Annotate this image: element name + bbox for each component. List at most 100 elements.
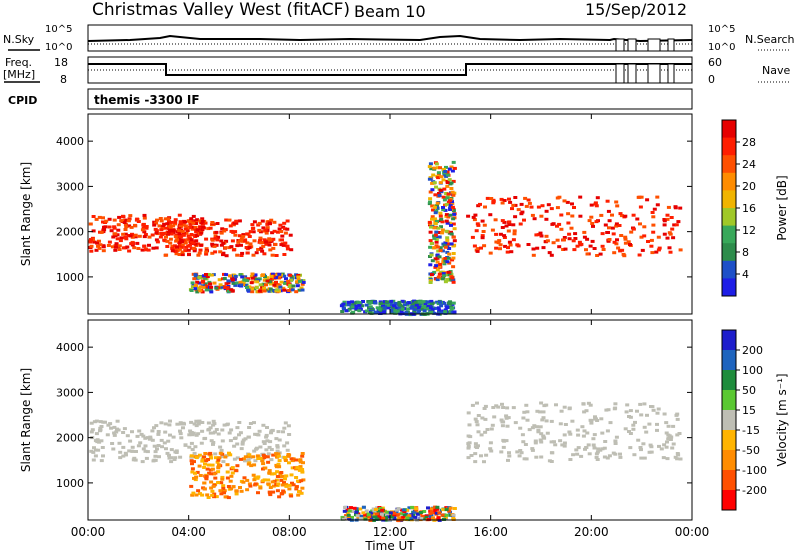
scatter-cell	[544, 234, 549, 238]
scatter-cell	[489, 197, 494, 200]
scatter-cell	[266, 478, 271, 482]
scatter-cell	[285, 441, 290, 445]
scatter-cell	[142, 213, 147, 217]
scatter-cell	[212, 244, 217, 248]
scatter-cell	[410, 505, 415, 509]
scatter-cell	[599, 213, 604, 217]
scatter-cell	[412, 308, 417, 312]
scatter-cell	[342, 509, 347, 513]
scatter-cell	[672, 223, 677, 227]
scatter-cell	[451, 209, 456, 213]
scatter-cell	[244, 284, 248, 287]
scatter-cell	[396, 513, 401, 517]
scatter-cell	[191, 247, 196, 250]
scatter-cell	[496, 241, 501, 245]
scatter-cell	[607, 219, 612, 223]
scatter-cell	[428, 512, 433, 516]
scatter-cell	[369, 516, 374, 520]
scatter-cell	[225, 470, 230, 474]
scatter-cell	[592, 247, 597, 250]
scatter-cell	[633, 420, 637, 424]
scatter-cell	[628, 409, 633, 413]
scatter-cell	[89, 430, 94, 434]
scatter-cell	[430, 217, 434, 221]
scatter-cell	[159, 421, 164, 425]
scatter-cell	[616, 246, 621, 250]
scatter-cell	[261, 282, 266, 286]
scatter-cell	[377, 307, 382, 311]
scatter-cell	[158, 235, 163, 239]
scatter-cell	[146, 248, 151, 252]
scatter-cell	[275, 444, 280, 448]
scatter-cell	[591, 224, 595, 228]
scatter-cell	[445, 181, 450, 185]
scatter-cell	[268, 440, 273, 444]
velocity-colorbar-tick-label: -100	[742, 464, 767, 477]
scatter-cell	[263, 466, 268, 470]
scatter-cell	[239, 457, 243, 461]
scatter-cell	[261, 244, 266, 248]
scatter-cell	[247, 285, 252, 289]
scatter-cell	[137, 429, 142, 433]
scatter-cell	[178, 421, 183, 425]
scatter-cell	[99, 439, 104, 443]
scatter-cell	[444, 192, 449, 195]
scatter-cell	[297, 468, 302, 472]
scatter-cell	[267, 221, 272, 225]
scatter-cell	[428, 515, 433, 519]
scatter-cell	[345, 508, 350, 512]
scatter-cell	[159, 228, 164, 232]
scatter-cell	[473, 442, 478, 446]
scatter-cell	[126, 219, 131, 223]
scatter-cell	[246, 454, 251, 458]
scatter-cell	[544, 419, 549, 423]
scatter-cell	[485, 428, 490, 431]
scatter-cell	[98, 420, 103, 424]
scatter-cell	[435, 253, 440, 257]
scatter-cell	[194, 456, 199, 460]
scatter-cell	[407, 514, 412, 518]
scatter-cell	[397, 300, 402, 304]
scatter-cell	[611, 232, 616, 236]
x-tick-label: 00:00	[71, 525, 106, 539]
scatter-cell	[446, 215, 451, 219]
scatter-cell	[618, 455, 623, 459]
scatter-cell	[505, 250, 510, 254]
scatter-cell	[451, 222, 456, 226]
scatter-cell	[586, 401, 591, 405]
scatter-cell	[447, 277, 452, 281]
scatter-cell	[164, 235, 168, 239]
velocity-colorbar-swatch	[722, 370, 736, 391]
scatter-cell	[579, 454, 584, 458]
scatter-cell	[91, 215, 96, 218]
scatter-cell	[253, 459, 258, 463]
scatter-cell	[143, 449, 148, 453]
scatter-cell	[145, 436, 150, 440]
scatter-cell	[265, 279, 270, 283]
scatter-cell	[618, 212, 623, 216]
scatter-cell	[358, 306, 363, 310]
scatter-cell	[445, 173, 450, 177]
power-colorbar-tick-label: 16	[742, 202, 756, 215]
scatter-cell	[600, 447, 605, 451]
scatter-cell	[175, 249, 180, 253]
scatter-cell	[269, 458, 274, 462]
scatter-cell	[203, 282, 208, 286]
scatter-cell	[198, 285, 203, 289]
scatter-cell	[299, 491, 304, 495]
scatter-cell	[547, 251, 552, 255]
scatter-cell	[243, 459, 247, 463]
scatter-cell	[555, 196, 560, 200]
scatter-cell	[140, 460, 145, 464]
scatter-cell	[493, 218, 498, 222]
scatter-cell	[197, 281, 202, 285]
scatter-cell	[559, 227, 564, 231]
scatter-cell	[646, 240, 650, 243]
nsky-gap-3	[647, 38, 661, 52]
scatter-cell	[397, 305, 402, 309]
scatter-cell	[209, 486, 214, 490]
scatter-cell	[489, 449, 494, 453]
scatter-cell	[411, 510, 416, 514]
scatter-cell	[172, 247, 177, 251]
